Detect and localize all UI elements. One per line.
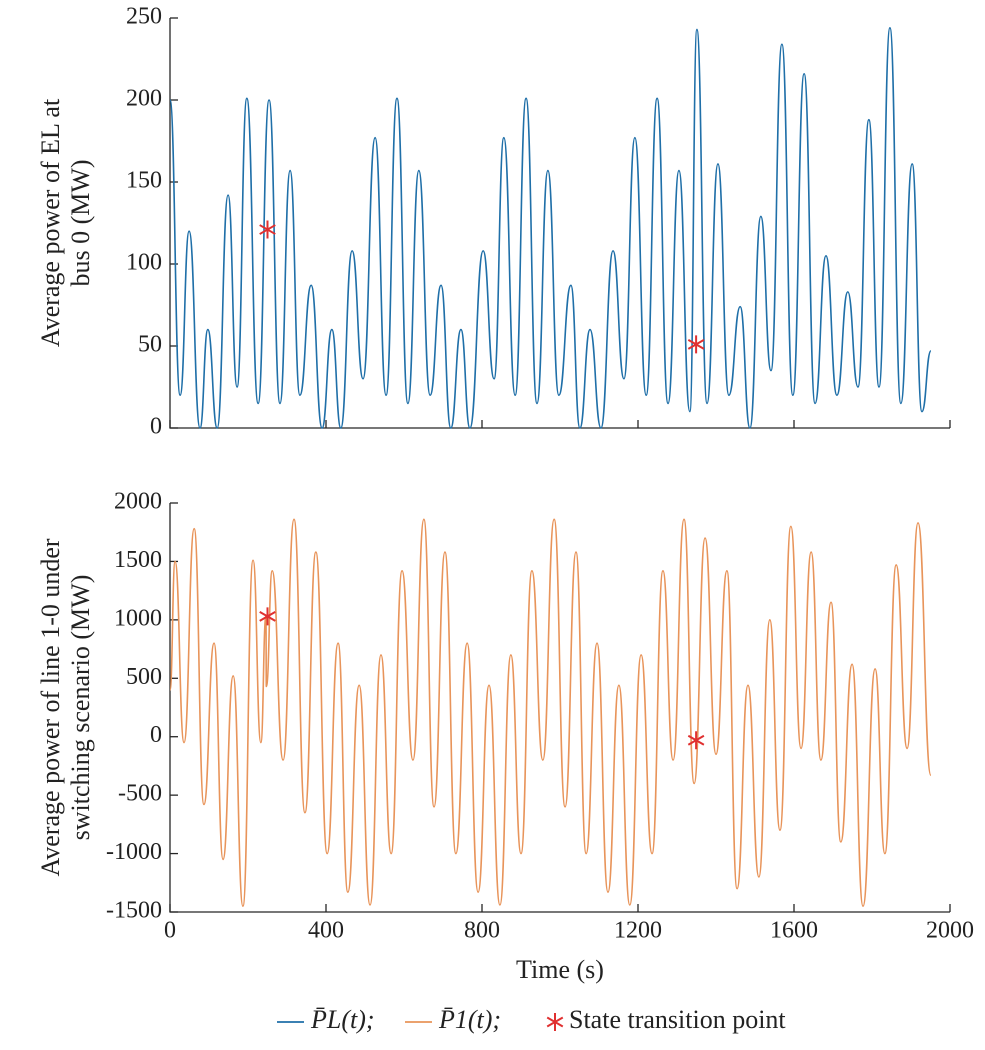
x-axis-label: Time (s)	[516, 955, 604, 984]
marker	[259, 607, 276, 626]
y-axis-label-line: bus 0 (MW)	[66, 159, 95, 286]
y-tick-label: -500	[118, 781, 162, 807]
y-axis-label-line: Average power of line 1-0 under	[36, 538, 65, 876]
marker	[259, 220, 276, 239]
y-axis-label: Average power of EL atbus 0 (MW)	[36, 98, 95, 347]
legend-marker	[546, 1013, 564, 1031]
legend-label: P̄1(t);	[438, 1005, 501, 1034]
y-tick-label: 2000	[114, 489, 162, 515]
y-tick-label: 250	[126, 4, 162, 30]
y-axis-label-line: Average power of EL at	[36, 98, 65, 347]
y-tick-label: 1500	[114, 547, 162, 573]
data-line	[169, 27, 932, 429]
x-tick-label: 2000	[926, 918, 974, 944]
x-tick-label: 400	[308, 918, 344, 944]
legend-label: P̄L(t);	[310, 1005, 375, 1034]
y-tick-label: 50	[138, 332, 162, 358]
y-tick-label: 200	[126, 86, 162, 112]
x-tick-label: 0	[164, 918, 176, 944]
y-axis-label: Average power of line 1-0 underswitching…	[36, 538, 95, 876]
y-tick-label: -1500	[106, 898, 162, 924]
y-axis-label-line: switching scenario (MW)	[66, 575, 95, 841]
marker	[687, 731, 705, 750]
legend-label: State transition point	[569, 1005, 786, 1034]
y-tick-label: 0	[150, 414, 162, 440]
marker	[687, 335, 705, 354]
x-tick-label: 1600	[770, 918, 818, 944]
x-tick-label: 1200	[614, 918, 662, 944]
y-tick-label: 1000	[114, 605, 162, 631]
data-line	[169, 518, 932, 907]
y-tick-label: 100	[126, 250, 162, 276]
x-tick-label: 800	[464, 918, 500, 944]
y-tick-label: -1000	[106, 839, 162, 865]
y-tick-label: 150	[126, 168, 162, 194]
y-tick-label: 500	[126, 664, 162, 690]
y-tick-label: 0	[150, 722, 162, 748]
